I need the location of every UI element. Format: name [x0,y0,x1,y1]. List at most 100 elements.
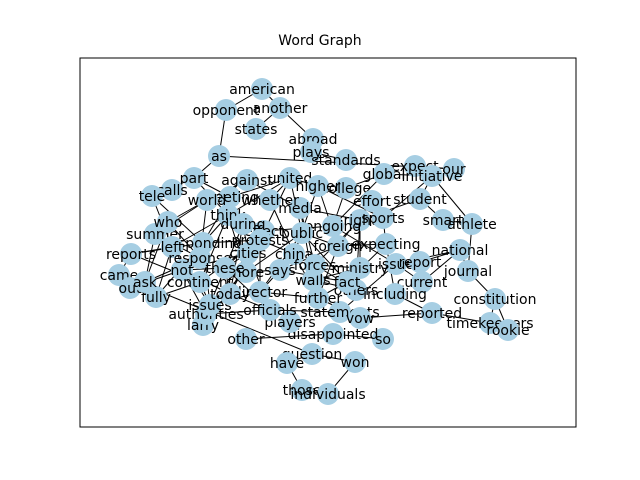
node-marker [199,294,221,316]
node-label: including [363,287,427,303]
graph-edge [332,173,385,227]
graph-node-vow: vow [346,307,374,329]
node-marker [279,167,301,189]
node-marker [421,302,443,324]
node-marker [214,257,236,279]
node-label: higher [296,179,341,195]
graph-node-student: student [393,188,447,210]
node-label: during [220,217,265,233]
node-marker [208,145,230,167]
node-marker [349,257,371,279]
node-marker [335,149,357,171]
node-marker [251,78,273,100]
graph-node-china: china [275,243,313,265]
graph-node-issues: issues [188,294,232,316]
graph-edge [245,232,303,273]
graph-node-part: part [180,167,209,189]
node-marker [349,209,371,231]
node-marker [189,247,211,269]
graph-node-national: national [432,239,489,261]
graph-node-opponent: opponent [193,99,260,121]
node-label: who [154,215,183,231]
node-marker [336,271,358,293]
node-marker [249,281,271,303]
node-marker [329,301,351,323]
node-label: protests [231,233,288,249]
node-marker [161,179,183,201]
graph-node-fact: fact [334,271,361,293]
node-label: college [321,181,371,197]
node-label: more [228,265,264,281]
graph-node-college: college [321,177,371,199]
graph-node-journal: journal [443,260,492,282]
node-label: reports [106,247,156,263]
node-label: plays [293,145,330,161]
node-label: national [432,243,489,259]
node-label: officials [243,303,296,319]
node-label: not [171,263,194,279]
node-label: effort [353,194,392,210]
node-marker [300,141,322,163]
node-label: student [393,192,447,208]
graph-node-right: right [344,209,377,231]
node-label: another [253,101,308,117]
node-marker [269,97,291,119]
graph-node-issue: issue [378,253,414,275]
node-marker [307,175,329,197]
node-marker [189,271,211,293]
node-label: reported [402,306,462,322]
graph-edge [245,333,334,340]
node-marker [361,190,383,212]
graph-node-media: media [278,197,322,219]
node-marker [344,351,366,373]
graph-node-those: those [283,379,321,401]
node-marker [307,287,329,309]
graph-node-players: players [264,311,316,333]
graph-node-whether: whether [241,189,299,211]
node-label: public [281,226,323,242]
node-marker [289,197,311,219]
node-label: fact [334,275,361,291]
node-label: athlete [447,217,497,233]
graph-node-effort: effort [353,190,392,212]
node-label: smart [423,213,464,229]
node-marker [409,188,431,210]
graph-node-ask: ask [133,271,158,293]
graph-node-these: these [206,257,244,279]
graph-edge [229,223,244,295]
node-marker [479,312,501,334]
graph-node-disappointed: disappointed [288,323,379,345]
node-label: responding [164,236,242,252]
graph-node-have: have [270,352,304,374]
graph-node-world: world [188,189,226,211]
node-label: disappointed [288,327,379,343]
node-label: issues [188,298,231,314]
graph-node-public: public [281,222,323,244]
node-marker [484,288,506,310]
graph-node-calls: calls [156,179,188,201]
node-label: abroad [289,132,338,148]
node-marker [219,283,241,305]
graph-node-including: including [363,283,427,305]
node-label: current [397,275,448,291]
node-marker [432,209,454,231]
node-label: continent [167,275,234,291]
node-marker [283,243,305,265]
node-marker [497,319,519,341]
node-marker [236,169,258,191]
graph-node-won: won [341,351,369,373]
graph-node-united: united [268,167,312,189]
graph-node-reports: reports [106,243,156,265]
node-marker [183,167,205,189]
node-label: rookie [486,323,529,339]
node-marker [327,235,349,257]
node-marker [291,222,313,244]
graph-node-another: another [253,97,308,119]
node-marker [291,379,313,401]
node-marker [385,253,407,275]
graph-node-more: more [228,261,264,283]
node-marker [421,165,443,187]
node-label: global [363,167,406,183]
graph-node-smart: smart [423,209,464,231]
